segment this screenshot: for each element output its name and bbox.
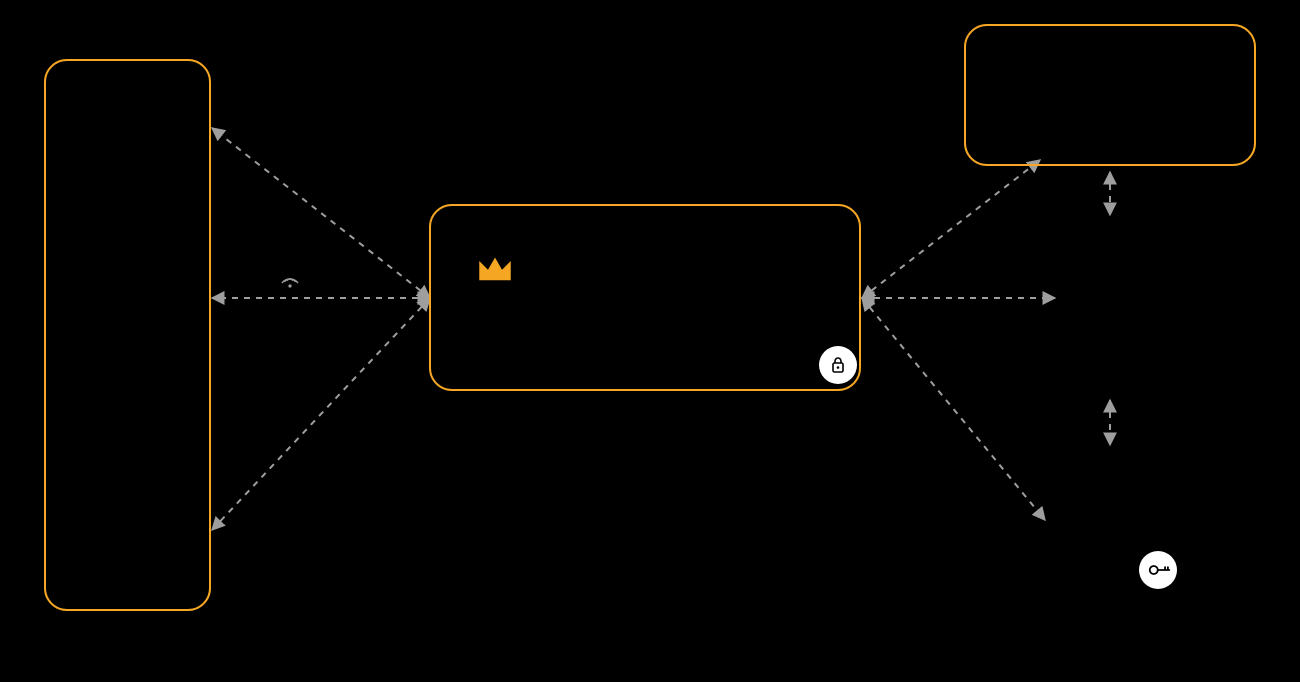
key-icon bbox=[1139, 551, 1177, 589]
node-center bbox=[430, 205, 860, 390]
edges bbox=[212, 128, 1110, 530]
lock-icon bbox=[819, 346, 857, 384]
edge-right-bot bbox=[862, 298, 1045, 520]
nodes bbox=[45, 25, 1255, 610]
edge-right-top bbox=[862, 160, 1040, 298]
edge-left-bot bbox=[212, 298, 430, 530]
node-top_right bbox=[965, 25, 1255, 165]
architecture-diagram bbox=[0, 0, 1300, 682]
edge-left-top bbox=[212, 128, 430, 298]
wifi-icon bbox=[282, 279, 298, 288]
icons bbox=[282, 258, 1177, 590]
crown-icon bbox=[479, 258, 511, 281]
node-left bbox=[45, 60, 210, 610]
